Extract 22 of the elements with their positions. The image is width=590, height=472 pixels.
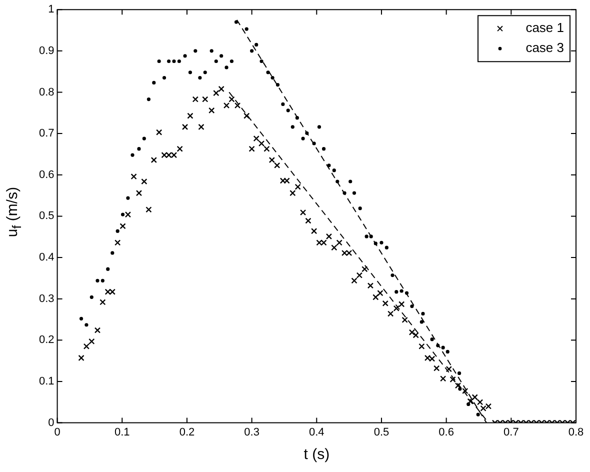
x-tick-label: 0.8 — [568, 426, 584, 438]
x-tick-label: 0.1 — [114, 426, 130, 438]
y-tick-label: 0.3 — [38, 292, 54, 305]
x-tick-label: 0.3 — [244, 426, 260, 438]
legend-label: case 1 — [526, 20, 564, 36]
x-tick-label: 0.2 — [179, 426, 195, 438]
x-axis-title: t (s) — [304, 446, 330, 464]
y-tick-label: 0.9 — [38, 44, 54, 57]
x-tick-label: 0.7 — [504, 426, 519, 438]
x-tick-label: 0.4 — [308, 426, 324, 438]
x-tick-label: 0.6 — [438, 426, 454, 438]
y-tick-label: 0.4 — [38, 252, 54, 264]
y-tick-label: 0.8 — [38, 86, 54, 98]
y-tick-label: 0.2 — [38, 334, 54, 346]
y-tick-label: 0 — [48, 416, 54, 429]
y-tick-label: 0.5 — [38, 210, 54, 222]
y-tick-label: 0.6 — [38, 168, 54, 181]
y-tick-label: 0.1 — [38, 376, 54, 388]
y-tick-label: 0.7 — [38, 128, 54, 140]
legend-label: case 3 — [526, 40, 564, 56]
y-tick-label: 1 — [48, 4, 54, 16]
x-tick-label: 0.5 — [374, 426, 390, 438]
